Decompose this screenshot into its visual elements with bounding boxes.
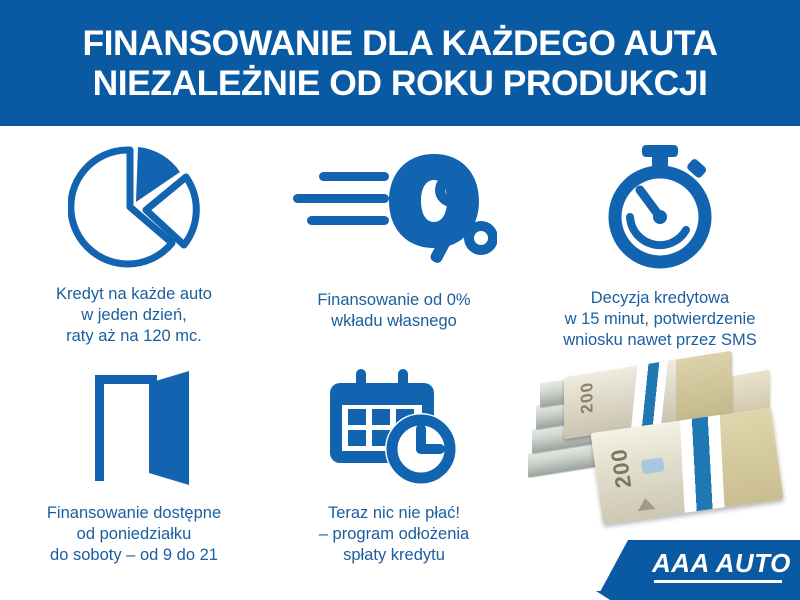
footer-notch [0,591,610,600]
feature-decision-time: Decyzja kredytowa w 15 minut, potwierdze… [520,140,800,351]
feature-opening-hours: Finansowanie dostępne od poniedziałku do… [0,362,268,566]
feature-deferred-payment: Teraz nic nie płać! – program odłożenia … [268,362,520,566]
feature-credit-caption: Kredyt na każde auto w jeden dzień, raty… [56,285,212,345]
logo-plate [600,540,800,592]
feature-opening-hours-caption: Finansowanie dostępne od poniedziałku do… [46,504,222,564]
stopwatch-icon [596,140,724,270]
feature-credit: Kredyt na każde auto w jeden dzień, raty… [0,140,268,347]
zero-percent-icon [291,140,497,270]
calendar-clock-icon [328,362,460,487]
header-band: FINANSOWANIE DLA KAŻDEGO AUTA NIEZALEŻNI… [0,0,800,126]
headline-line-2: NIEZALEŻNIE OD ROKU PRODUKCJI [92,63,708,103]
banknote-face-tint [676,350,732,422]
open-door-icon [71,362,197,487]
feature-zero-percent: Finansowanie od 0% wkładu własnego [268,140,520,332]
footer-strip [0,591,800,600]
banknote-band [679,407,726,525]
banknote-triangle-mark [636,496,656,512]
feature-deferred-payment-caption: Teraz nic nie płać! – program odłożenia … [318,504,470,564]
aaa-auto-logo[interactable]: AAA AUTO [600,540,800,592]
pie-chart-icon [68,140,200,270]
banknote-denomination: 200 [605,446,637,490]
feature-decision-time-caption: Decyzja kredytowa w 15 minut, potwierdze… [563,289,757,349]
logo-underline [654,580,782,583]
banknote-hologram [640,457,665,475]
feature-zero-percent-caption: Finansowanie od 0% wkładu własnego [317,291,471,330]
logo-text: AAA AUTO [652,548,791,578]
headline-line-1: FINANSOWANIE DLA KAŻDEGO AUTA [82,23,719,63]
banknote-denomination: 200 [577,380,597,415]
banknote-stacks-photo: 200 200 [520,350,790,533]
